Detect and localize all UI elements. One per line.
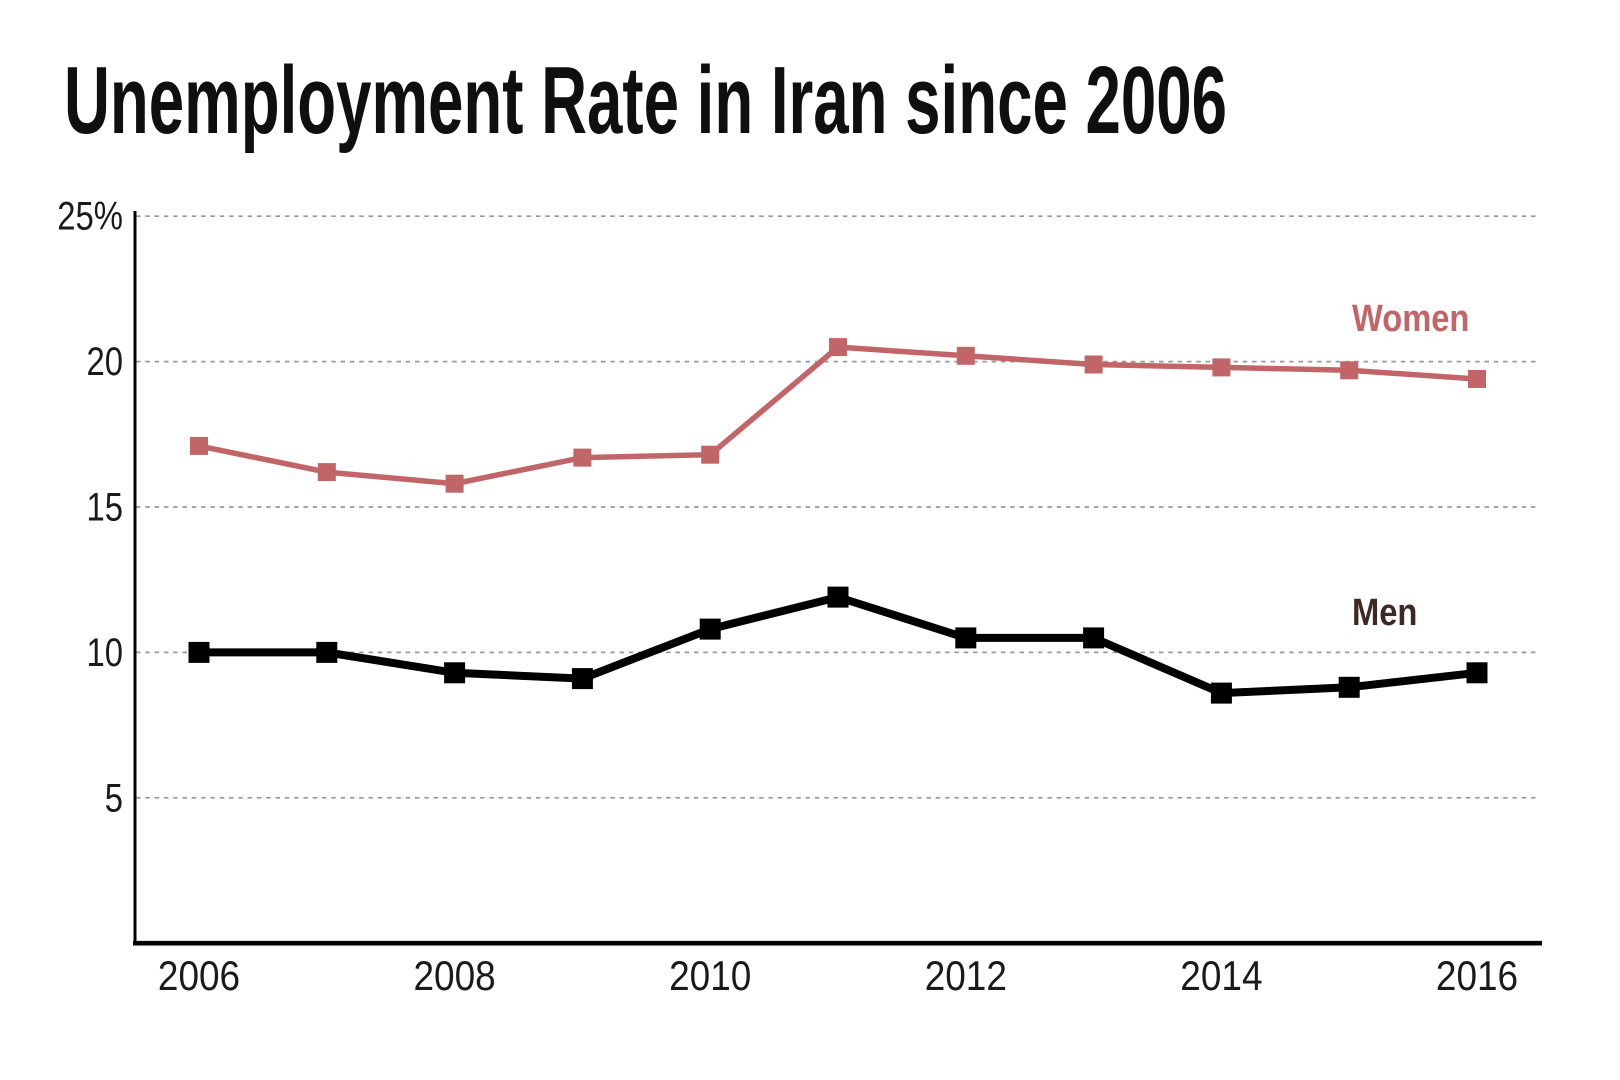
x-axis-tick-label: 2016	[1436, 952, 1518, 999]
men-marker	[444, 662, 466, 684]
men-line	[199, 592, 1478, 698]
x-axis-tick-label: 2010	[669, 952, 751, 999]
women-marker	[701, 445, 720, 464]
men-marker	[1083, 627, 1105, 649]
women-series-label: Women	[1352, 298, 1469, 340]
x-axis-tick-label: 2008	[414, 952, 496, 999]
men-marker	[699, 618, 721, 640]
women-marker	[1212, 358, 1231, 377]
axis-layer	[133, 211, 1542, 946]
women-marker	[956, 346, 975, 365]
men-marker	[571, 668, 593, 690]
women-marker	[1340, 361, 1359, 380]
men-marker	[1466, 662, 1488, 684]
women-line	[198, 344, 1478, 487]
women-marker	[829, 338, 847, 357]
men-marker	[1210, 682, 1232, 704]
men-marker	[827, 586, 849, 608]
men-marker	[316, 641, 338, 663]
men-marker	[188, 641, 210, 663]
x-axis-tick-label: 2014	[1180, 952, 1262, 999]
x-axis-tick-label: 2006	[158, 952, 240, 999]
x-axis-tick-label: 2012	[925, 952, 1007, 999]
men-marker	[955, 627, 977, 649]
y-axis-tick-label: 10	[87, 631, 124, 675]
tick-label-layer: 25% 20 15 10 5 2006 2008 2010 2012 2014 2016	[57, 195, 1518, 999]
women-marker	[317, 463, 336, 482]
women-marker	[190, 436, 208, 455]
grid-layer	[136, 215, 1537, 799]
women-marker	[445, 474, 464, 493]
men-series-label: Men	[1352, 592, 1417, 634]
y-axis-tick-label: 25%	[57, 195, 123, 239]
women-marker	[573, 448, 592, 467]
y-axis-tick-label: 5	[105, 776, 123, 820]
series-layer	[188, 338, 1488, 704]
chart-title: Unemployment Rate in Iran since 2006	[64, 47, 1227, 154]
y-axis-tick-label: 15	[87, 486, 124, 530]
men-marker	[1338, 676, 1360, 698]
women-marker	[1084, 355, 1103, 374]
women-marker	[1468, 370, 1486, 388]
series-label-layer: Women Men	[1352, 298, 1469, 634]
y-axis-tick-label: 20	[87, 340, 124, 384]
